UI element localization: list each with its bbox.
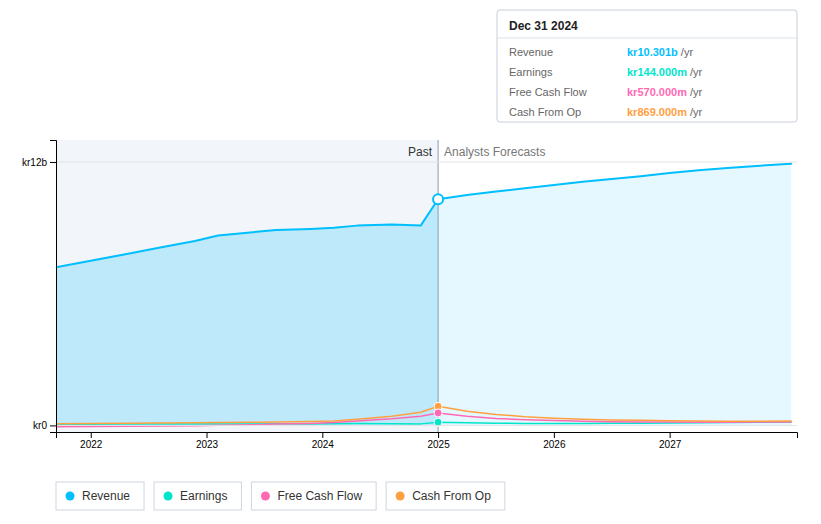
legend-item: Cash From Op xyxy=(386,482,505,510)
y-axis-line xyxy=(50,141,57,433)
legend-box xyxy=(386,482,505,510)
legend-swatch xyxy=(164,492,173,501)
x-tick-label: 2022 xyxy=(80,439,103,450)
x-tick-label: 2025 xyxy=(427,439,450,450)
x-tick-label: 2024 xyxy=(312,439,335,450)
grid xyxy=(56,162,797,425)
y-axis: kr0 kr12b xyxy=(22,141,57,433)
legend: Revenue Earnings Free Cash Flow Cash From O… xyxy=(56,482,505,510)
tooltip-divider xyxy=(497,38,797,39)
y-tick-mark xyxy=(50,425,56,426)
x-tick: 2027 xyxy=(659,432,682,450)
x-tick-mark xyxy=(554,432,555,438)
legend-box xyxy=(56,482,144,510)
tooltip-value: kr144.000m xyxy=(627,66,687,78)
tooltip-value: kr10.301b xyxy=(627,46,678,58)
x-axis-line xyxy=(57,433,798,439)
past-shade xyxy=(56,140,438,432)
legend-item: Free Cash Flow xyxy=(251,482,376,510)
x-tick-mark xyxy=(438,432,439,438)
legend-swatch xyxy=(66,492,75,501)
chart: 2022 2023 2024 2025 2026 2027 kr0 kr12b Past Anal… xyxy=(0,0,821,524)
x-tick-label: 2026 xyxy=(543,439,566,450)
x-tick-mark xyxy=(322,432,323,438)
x-tick: 2026 xyxy=(543,432,566,450)
legend-item: Revenue xyxy=(56,482,144,510)
annotations: Past Analysts Forecasts xyxy=(408,145,545,159)
grid-line xyxy=(56,161,797,162)
x-tick-label: 2027 xyxy=(659,439,682,450)
legend-label: Cash From Op xyxy=(412,489,491,503)
tooltip-value: kr570.000m xyxy=(627,86,687,98)
y-tick-label: kr12b xyxy=(22,157,47,168)
legend-label: Earnings xyxy=(180,489,227,503)
legend-label: Free Cash Flow xyxy=(277,489,362,503)
tooltip-title: Dec 31 2024 xyxy=(509,19,578,33)
legend-swatch xyxy=(261,492,270,501)
split-marker xyxy=(434,409,442,417)
legend-swatch xyxy=(396,492,405,501)
x-tick-mark xyxy=(670,432,671,438)
tooltip-row-value: kr10.301b /yr xyxy=(627,46,693,58)
tooltip-box xyxy=(497,10,797,122)
tooltip: Dec 31 2024 Revenue kr10.301b /yr Earnings k… xyxy=(497,10,797,122)
series-line xyxy=(56,164,791,268)
marks xyxy=(56,140,791,432)
legend-label: Revenue xyxy=(82,489,130,503)
tooltip-row-value: kr570.000m /yr xyxy=(627,86,703,98)
tooltip-suffix: /yr xyxy=(678,46,694,58)
tooltip-row-label: Free Cash Flow xyxy=(509,86,587,98)
series-line xyxy=(56,413,791,427)
region-label: Analysts Forecasts xyxy=(444,145,545,159)
x-tick: 2023 xyxy=(196,432,219,450)
tooltip-value: kr869.000m xyxy=(627,106,687,118)
split-marker xyxy=(433,194,443,204)
x-tick: 2024 xyxy=(312,432,335,450)
y-tick-mark xyxy=(50,162,56,163)
tooltip-row-label: Earnings xyxy=(509,66,553,78)
tooltip-row-label: Revenue xyxy=(509,46,553,58)
area-forecast xyxy=(438,164,791,426)
x-tick: 2022 xyxy=(80,432,103,450)
y-tick: kr0 xyxy=(33,420,56,431)
region-label: Past xyxy=(408,145,433,159)
legend-item: Earnings xyxy=(154,482,241,510)
series-line xyxy=(56,406,791,423)
x-tick-mark xyxy=(91,432,92,438)
grid-line xyxy=(56,425,797,426)
y-tick-label: kr0 xyxy=(33,420,47,431)
tooltip-row-value: kr144.000m /yr xyxy=(627,66,703,78)
x-tick: 2025 xyxy=(427,432,450,450)
split-divider xyxy=(438,140,439,432)
legend-box xyxy=(251,482,376,510)
tooltip-row-value: kr869.000m /yr xyxy=(627,106,703,118)
y-tick: kr12b xyxy=(22,157,56,168)
tooltip-suffix: /yr xyxy=(687,86,703,98)
x-tick-label: 2023 xyxy=(196,439,219,450)
tooltip-suffix: /yr xyxy=(687,66,703,78)
tooltip-row-label: Cash From Op xyxy=(509,106,581,118)
plot: 2022 2023 2024 2025 2026 2027 kr0 kr12b Past Anal… xyxy=(22,140,798,450)
x-tick-mark xyxy=(207,432,208,438)
legend-box xyxy=(154,482,241,510)
x-axis: 2022 2023 2024 2025 2026 2027 xyxy=(57,432,798,450)
tooltip-suffix: /yr xyxy=(687,106,703,118)
